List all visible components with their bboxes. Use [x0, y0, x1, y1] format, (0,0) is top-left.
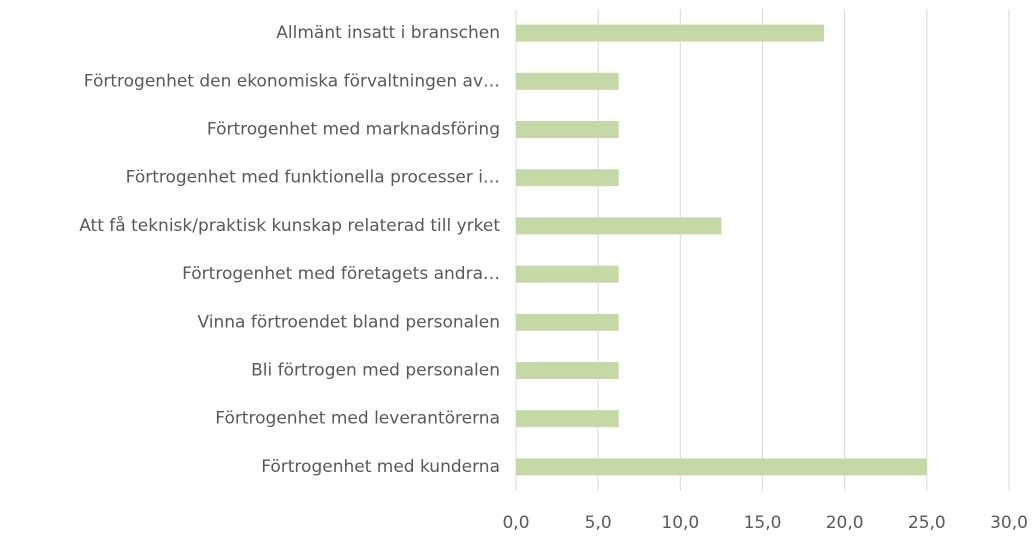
x-tick-label: 0,0	[502, 513, 529, 533]
bar	[516, 362, 619, 379]
bar	[516, 121, 619, 138]
x-tick-label: 30,0	[990, 513, 1028, 533]
x-tick-label: 10,0	[661, 513, 699, 533]
y-tick-label: Förtrogenhet med företagets andra…	[182, 264, 500, 284]
y-tick-label: Vinna förtroendet bland personalen	[197, 312, 500, 332]
y-tick-label: Allmänt insatt i branschen	[276, 23, 500, 43]
y-tick-label: Förtrogenhet med funktionella processer …	[126, 168, 500, 188]
y-tick-label: Förtrogenhet den ekonomiska förvaltninge…	[84, 71, 500, 91]
x-tick-label: 15,0	[744, 513, 782, 533]
y-tick-label: Förtrogenhet med marknadsföring	[207, 120, 500, 140]
bar	[516, 410, 619, 428]
y-tick-label: Bli förtrogen med personalen	[251, 361, 500, 381]
bar	[516, 458, 927, 476]
y-tick-label: Förtrogenhet med kunderna	[261, 457, 500, 477]
y-tick-label: Förtrogenhet med leverantörerna	[215, 409, 500, 429]
bar	[516, 217, 722, 235]
y-tick-label: Att få teknisk/praktisk kunskap relatera…	[79, 215, 500, 236]
bar	[516, 24, 825, 42]
bar	[516, 72, 619, 90]
bar	[516, 265, 619, 283]
x-tick-label: 5,0	[585, 513, 612, 533]
bar	[516, 169, 619, 187]
x-tick-label: 25,0	[908, 513, 946, 533]
bar	[516, 313, 619, 331]
x-tick-label: 20,0	[826, 513, 864, 533]
